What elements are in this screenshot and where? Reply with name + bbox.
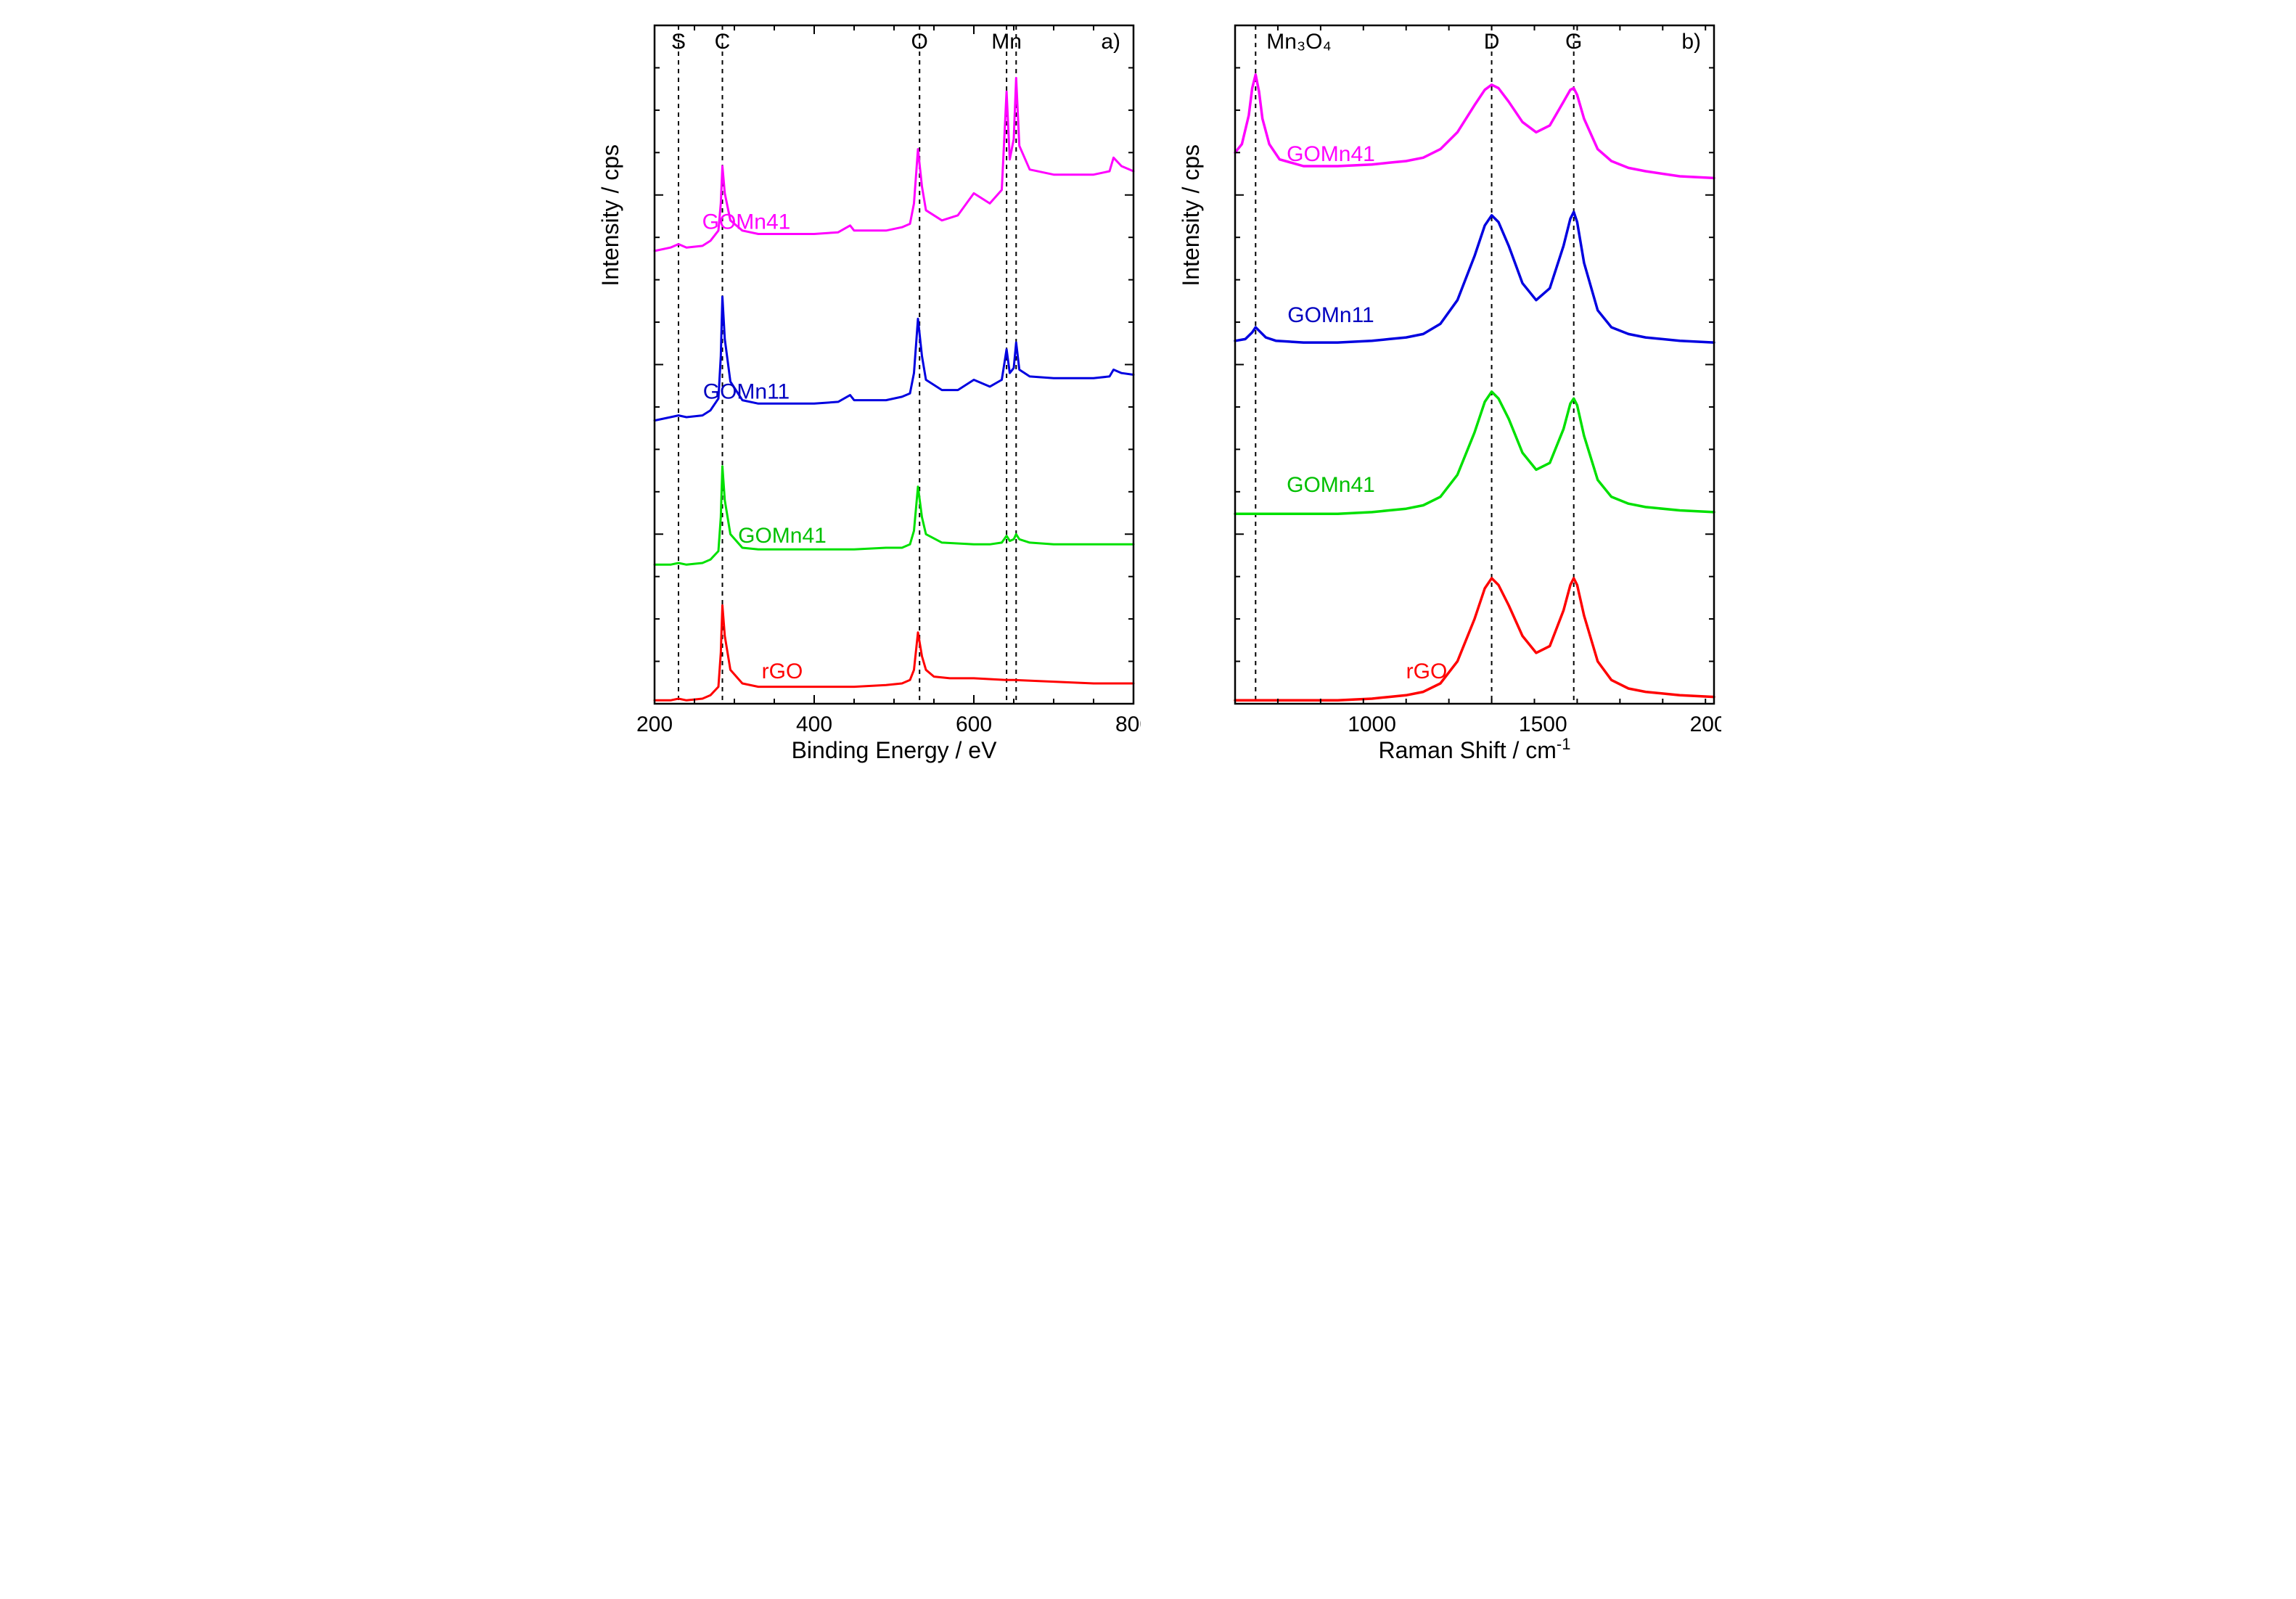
xtick-label: 1000	[1348, 712, 1396, 736]
xaxis-label: Binding Energy / eV	[792, 737, 998, 763]
series-label: GOMn41	[702, 210, 791, 234]
panel-b: rGO GOMn41 GOMn11 GOMn41 1000 1500 2000 Mn₃O₄ D G…	[1170, 15, 1721, 787]
ref-label: C	[715, 30, 731, 54]
xtick-label: 200	[636, 712, 673, 736]
xtick-label: 800	[1115, 712, 1141, 736]
ref-label: G	[1565, 30, 1582, 54]
xtick-label: 2000	[1690, 712, 1721, 736]
panel-label: b)	[1681, 30, 1701, 54]
series-label: GOMn41	[738, 524, 827, 548]
xtick-label: 600	[956, 712, 992, 736]
panel-b-svg: rGO GOMn41 GOMn11 GOMn41 1000 1500 2000 Mn₃O₄ D G…	[1170, 15, 1721, 784]
xtick-label: 1500	[1519, 712, 1567, 736]
xtick-label: 400	[796, 712, 832, 736]
panel-a-svg: rGO GOMn41 GOMn11 GOMn41 200 400 600 800 S C O Mn a)…	[589, 15, 1141, 784]
panel-label: a)	[1101, 30, 1120, 54]
figure-container: rGO GOMn41 GOMn11 GOMn41 200 400 600 800 S C O Mn a)…	[589, 15, 1707, 787]
ref-label: S	[671, 30, 686, 54]
xaxis-label: Raman Shift / cm-1	[1379, 735, 1571, 764]
series-label: GOMn11	[1287, 303, 1374, 327]
ref-label: O	[911, 30, 928, 54]
series-label: rGO	[762, 659, 803, 683]
series-label: rGO	[1406, 659, 1448, 683]
panel-a: rGO GOMn41 GOMn11 GOMn41 200 400 600 800 S C O Mn a)…	[589, 15, 1141, 787]
yaxis-label: Intensity / cps	[597, 144, 623, 287]
ref-label: D	[1484, 30, 1500, 54]
series-label: GOMn41	[1287, 142, 1375, 166]
series-label: GOMn11	[703, 379, 790, 403]
yaxis-label: Intensity / cps	[1178, 144, 1204, 287]
series-label: GOMn41	[1287, 473, 1375, 497]
ref-label: Mn	[991, 30, 1022, 54]
ref-label: Mn₃O₄	[1266, 30, 1331, 54]
